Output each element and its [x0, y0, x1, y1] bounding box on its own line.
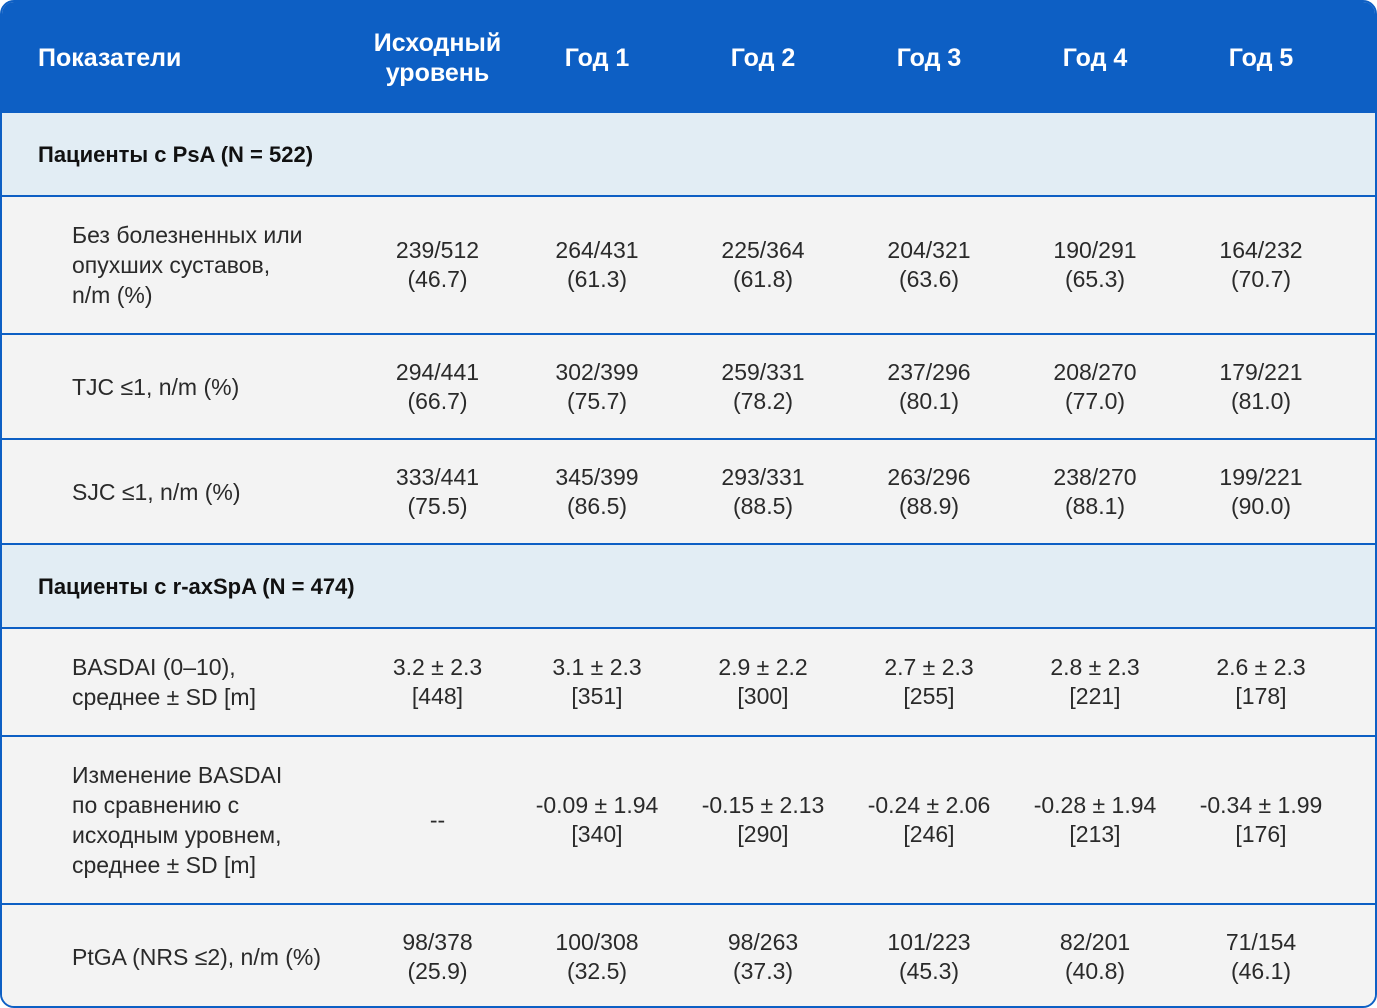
header-year-4: Год 4: [1062, 43, 1128, 72]
row-label: SJC ≤1, n/m (%): [72, 478, 241, 505]
row-value-year-3: 101/223 (45.3): [887, 928, 971, 984]
section-title: Пациенты с PsA (N = 522): [38, 141, 314, 167]
row-value-year-1: 3.1 ± 2.3 [351]: [552, 654, 642, 709]
row-value-year-3: 263/296 (88.9): [887, 463, 971, 519]
table-row: SJC ≤1, n/m (%) 333/441 (75.5) 345/399 (…: [2, 440, 1375, 545]
row-value-year-2: 98/263 (37.3): [727, 928, 799, 984]
header-year-2: Год 2: [730, 43, 796, 72]
row-value-year-2: -0.15 ± 2.13 [290]: [701, 792, 825, 847]
table-row: PtGA (NRS ≤2), n/m (%) 98/378 (25.9) 100…: [2, 905, 1375, 1006]
row-value-year-2: 225/364 (61.8): [721, 237, 805, 292]
row-label: PtGA (NRS ≤2), n/m (%): [72, 943, 322, 970]
section-r-axspa: Пациенты с r-axSpA (N = 474): [2, 545, 1375, 629]
row-label: BASDAI (0–10), среднее ± SD [m]: [72, 654, 256, 710]
row-value-year-4: -0.28 ± 1.94 [213]: [1033, 792, 1157, 847]
row-value-baseline: 239/512 (46.7): [395, 237, 480, 292]
row-value-year-2: 293/331 (88.5): [721, 463, 805, 519]
header-year-3: Год 3: [896, 43, 962, 72]
row-value-baseline: --: [429, 806, 446, 833]
table-row: Без болезненных или опухших суставов, n/…: [2, 197, 1375, 335]
header-year-5: Год 5: [1228, 43, 1294, 72]
table-header: Показатели Исходный уровень Год 1 Год 2 …: [2, 2, 1375, 113]
table-row: BASDAI (0–10), среднее ± SD [m] 3.2 ± 2.…: [2, 629, 1375, 737]
row-value-year-3: 204/321 (63.6): [887, 237, 971, 292]
row-value-year-2: 2.9 ± 2.2 [300]: [718, 654, 808, 709]
row-value-year-1: 345/399 (86.5): [555, 463, 639, 519]
row-value-year-5: 2.6 ± 2.3 [178]: [1216, 654, 1306, 709]
row-value-year-3: 2.7 ± 2.3 [255]: [884, 654, 974, 709]
table-row: Изменение BASDAI по сравнению с исходным…: [2, 737, 1375, 905]
row-label: Без болезненных или опухших суставов, n/…: [72, 222, 303, 308]
table-row: TJC ≤1, n/m (%) 294/441 (66.7) 302/399 (…: [2, 335, 1375, 440]
row-value-year-5: -0.34 ± 1.99 [176]: [1199, 792, 1323, 847]
row-value-year-3: 237/296 (80.1): [887, 358, 971, 414]
row-value-year-4: 208/270 (77.0): [1053, 358, 1137, 414]
header-year-1: Год 1: [564, 43, 630, 72]
row-value-year-5: 164/232 (70.7): [1219, 237, 1303, 292]
section-psa: Пациенты с PsA (N = 522): [2, 113, 1375, 197]
row-value-year-4: 82/201 (40.8): [1059, 928, 1131, 984]
row-label: Изменение BASDAI по сравнению с исходным…: [72, 762, 283, 878]
row-value-baseline: 3.2 ± 2.3 [448]: [392, 654, 483, 709]
header-indicators: Показатели: [38, 43, 182, 72]
row-value-year-5: 199/221 (90.0): [1219, 463, 1303, 519]
row-value-year-3: -0.24 ± 2.06 [246]: [867, 792, 991, 847]
header-baseline: Исходный уровень: [373, 28, 502, 87]
row-label: TJC ≤1, n/m (%): [72, 373, 240, 400]
row-value-year-1: 264/431 (61.3): [555, 237, 639, 292]
row-value-baseline: 294/441 (66.7): [395, 358, 480, 414]
row-value-baseline: 333/441 (75.5): [395, 463, 480, 519]
row-value-year-4: 2.8 ± 2.3 [221]: [1050, 654, 1140, 709]
row-value-year-2: 259/331 (78.2): [721, 358, 805, 414]
row-value-year-1: 100/308 (32.5): [555, 928, 639, 984]
row-value-year-1: 302/399 (75.7): [555, 358, 639, 414]
row-value-year-4: 190/291 (65.3): [1053, 237, 1137, 292]
row-value-baseline: 98/378 (25.9): [402, 928, 473, 984]
row-value-year-1: -0.09 ± 1.94 [340]: [535, 792, 659, 847]
section-title: Пациенты с r-axSpA (N = 474): [38, 573, 355, 599]
row-value-year-4: 238/270 (88.1): [1053, 463, 1137, 519]
row-value-year-5: 71/154 (46.1): [1225, 928, 1297, 984]
row-value-year-5: 179/221 (81.0): [1219, 358, 1303, 414]
